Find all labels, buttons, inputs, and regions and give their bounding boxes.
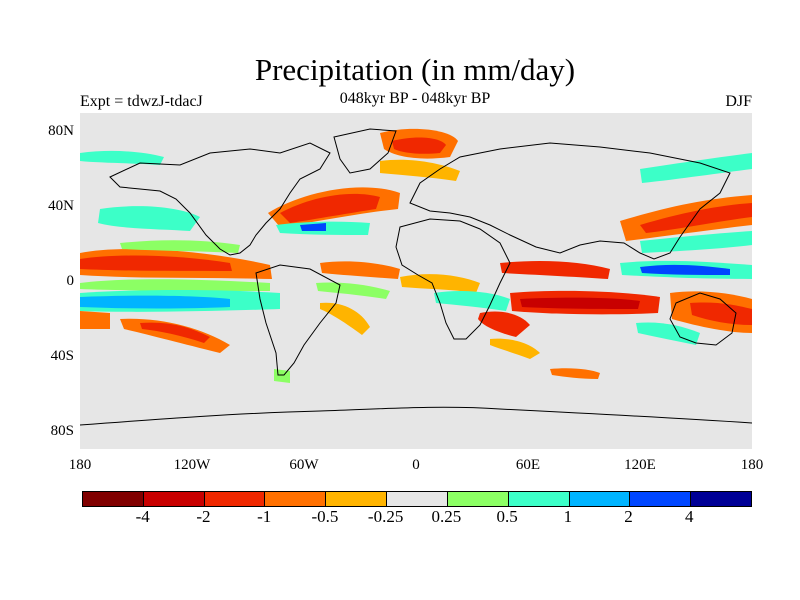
- anomaly-patch: [98, 206, 200, 231]
- lat-label-80s: 80S: [50, 423, 74, 439]
- coastline-africa: [395, 218, 511, 340]
- colorbar-swatch: [83, 492, 144, 506]
- colorbar-label: 2: [624, 507, 633, 526]
- coastline-antarctica: [80, 406, 752, 426]
- anomaly-patch: [80, 295, 230, 309]
- coastline-greenland: [333, 128, 397, 174]
- lat-label-eq: 0: [66, 273, 75, 289]
- anomaly-patch: [300, 223, 326, 231]
- anomaly-patch: [434, 291, 510, 311]
- coastlines: [80, 128, 752, 426]
- colorbar-label: -0.25: [367, 507, 404, 526]
- colorbar-label: -1: [257, 507, 272, 526]
- lat-label-40n: 40N: [48, 198, 74, 214]
- anomaly-patch: [120, 240, 240, 253]
- anomaly-patch: [380, 159, 460, 181]
- anomaly-patch: [80, 311, 110, 329]
- coastline-south-america: [255, 264, 341, 376]
- anomaly-patch: [280, 193, 380, 223]
- anomaly-patch: [320, 302, 370, 335]
- anomaly-patch: [80, 150, 164, 165]
- lon-label-120w: 120W: [173, 457, 211, 473]
- lat-label-80n: 80N: [48, 123, 74, 139]
- precipitation-anomaly-fields: [80, 128, 752, 383]
- colorbar-label: -2: [196, 507, 211, 526]
- lon-label-180e: 180: [740, 457, 764, 473]
- anomaly-patch: [640, 264, 730, 275]
- colorbar-label: -0.5: [311, 507, 339, 526]
- anomaly-patch: [636, 322, 700, 345]
- colorbar: [82, 491, 752, 507]
- colorbar-swatch: [630, 492, 692, 506]
- anomaly-patch: [316, 282, 390, 299]
- anomaly-patch: [80, 279, 270, 291]
- anomaly-patch: [392, 137, 446, 154]
- lon-label-60w: 60W: [289, 457, 319, 473]
- colorbar-swatch: [691, 492, 751, 506]
- anomaly-patch: [140, 322, 210, 343]
- anomaly-patch: [490, 338, 540, 359]
- anomaly-patch: [520, 297, 640, 309]
- experiment-label: Expt = tdwzJ-tdacJ: [80, 93, 203, 110]
- lon-label-120e: 120E: [624, 457, 656, 473]
- anomaly-patch: [478, 311, 530, 337]
- colorbar-swatch: [204, 492, 266, 506]
- anomaly-patch: [500, 261, 610, 279]
- colorbar-swatch: [569, 492, 631, 506]
- anomaly-patch: [640, 231, 752, 253]
- anomaly-patch: [550, 368, 600, 379]
- precipitation-map: [80, 113, 752, 449]
- lat-label-40s: 40S: [50, 348, 74, 364]
- lon-label-180w: 180: [68, 457, 92, 473]
- lon-label-60e: 60E: [515, 457, 541, 473]
- colorbar-label: 4: [685, 507, 694, 526]
- colorbar-label: 0.5: [496, 507, 518, 526]
- colorbar-swatch: [447, 492, 509, 506]
- colorbar-label: 0.25: [431, 507, 462, 526]
- colorbar-label: -4: [135, 507, 150, 526]
- colorbar-swatch: [265, 492, 327, 506]
- anomaly-patch: [80, 255, 232, 271]
- colorbar-swatch: [326, 492, 388, 506]
- colorbar-swatch: [143, 492, 205, 506]
- colorbar-swatch: [387, 492, 448, 506]
- anomaly-patch: [640, 203, 752, 233]
- coastline-eurasia: [409, 142, 731, 260]
- anomaly-patch: [400, 274, 480, 293]
- anomaly-patch: [320, 261, 400, 279]
- subtitle: 048kyr BP - 048kyr BP: [339, 90, 491, 107]
- colorbar-swatch: [508, 492, 570, 506]
- lon-label-0: 0: [412, 457, 420, 473]
- anomaly-patch: [690, 302, 752, 325]
- anomaly-patch: [640, 153, 752, 183]
- season-label: DJF: [725, 93, 752, 110]
- page-title: Precipitation (in mm/day): [254, 52, 576, 87]
- coastline-north-america: [109, 142, 331, 256]
- colorbar-label: 1: [563, 507, 573, 526]
- coastline-australia: [669, 292, 737, 346]
